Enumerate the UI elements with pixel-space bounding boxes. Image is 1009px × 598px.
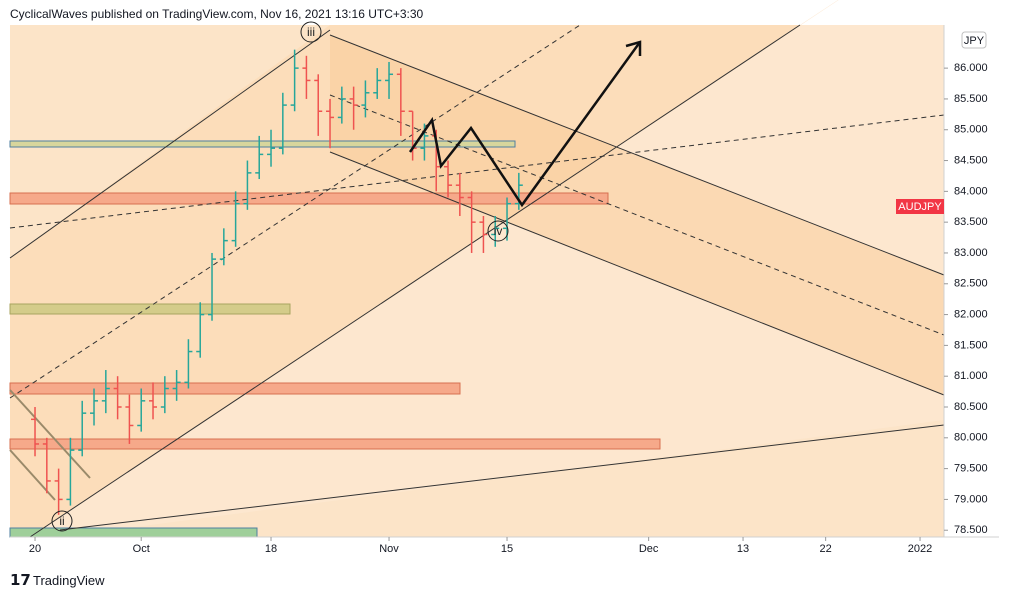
wave-label: ii	[59, 514, 64, 528]
y-tick-label: 83.500	[954, 216, 988, 228]
y-tick-label: 83.000	[954, 247, 988, 259]
y-tick-label: 80.500	[954, 401, 988, 413]
trend-lines	[9, 24, 945, 538]
axis-ticks: 78.500 79.000 79.500 80.000 80.500 81.000 81.5…	[29, 62, 988, 555]
author-line: CyclicalWaves published on TradingView.c…	[10, 7, 424, 21]
x-tick-label: Dec	[639, 543, 659, 555]
x-tick-label: 18	[265, 543, 277, 555]
y-tick-label: 79.500	[954, 463, 988, 475]
x-tick-label: Oct	[133, 543, 150, 555]
arrow-head	[625, 40, 642, 56]
x-tick-label: 22	[820, 543, 832, 555]
y-tick-label: 81.500	[954, 339, 988, 351]
wave-label: iii	[307, 25, 315, 39]
ascending-channel	[10, 0, 839, 537]
y-tick-label: 80.000	[954, 432, 988, 444]
wave-circle	[51, 510, 73, 532]
x-tick-label: 20	[29, 543, 41, 555]
logo-mark: 𝟭𝟳	[10, 572, 31, 589]
wave-circle	[487, 220, 509, 242]
currency-box	[961, 31, 987, 49]
symbol-tag	[896, 199, 944, 214]
zone	[9, 438, 661, 450]
y-tick-label: 78.500	[954, 524, 988, 536]
trend-line	[9, 29, 331, 259]
symbol-label: AUDJPY	[898, 201, 942, 213]
x-tick-label: 15	[501, 543, 513, 555]
zone	[9, 382, 461, 395]
y-tick-label: 84.500	[954, 154, 988, 166]
y-tick-label: 84.000	[954, 185, 988, 197]
currency-label: JPY	[964, 35, 985, 47]
y-tick-label: 79.000	[954, 493, 988, 505]
y-tick-label: 81.000	[954, 370, 988, 382]
x-tick-label: Nov	[379, 543, 399, 555]
x-tick-label: 13	[737, 543, 749, 555]
zone	[9, 303, 291, 315]
descending-channel	[330, 35, 944, 395]
trend-line	[59, 424, 945, 531]
brand: TradingView	[33, 573, 105, 588]
dashed-line	[329, 94, 945, 336]
zone	[9, 527, 258, 538]
y-tick-label: 85.000	[954, 124, 988, 136]
trend-line	[329, 151, 945, 396]
projection-path	[408, 41, 642, 208]
y-tick-label: 82.500	[954, 278, 988, 290]
x-tick-label: 2022	[908, 543, 932, 555]
y-tick-label: 86.000	[954, 62, 988, 74]
wave-circle	[300, 21, 322, 43]
trend-line	[9, 389, 91, 479]
lower-region	[30, 25, 944, 537]
y-tick-label: 82.000	[954, 308, 988, 320]
zone	[9, 192, 609, 205]
price-axis	[944, 25, 999, 537]
trend-line	[329, 34, 945, 276]
trend-line	[29, 24, 801, 538]
dashed-line	[9, 114, 945, 229]
zone	[9, 140, 516, 148]
wave-label: iv	[494, 224, 503, 238]
dashed-line	[9, 24, 581, 399]
y-tick-label: 85.500	[954, 93, 988, 105]
